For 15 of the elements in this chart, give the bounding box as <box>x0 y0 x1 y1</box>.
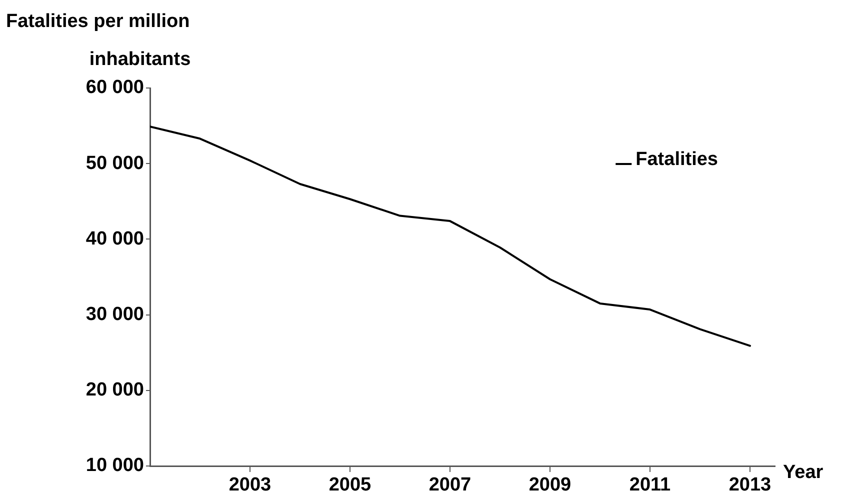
x-tick-label: 2009 <box>528 474 572 496</box>
y-tick-label: 40 000 <box>86 228 144 250</box>
x-axis-title: Year <box>783 462 824 484</box>
y-tick-label: 10 000 <box>86 455 144 476</box>
x-tick-label: 2011 <box>629 474 672 496</box>
legend-label: Fatalities <box>636 149 718 170</box>
x-tick-label: 2005 <box>328 474 372 496</box>
x-tick-label: 2007 <box>428 474 472 496</box>
y-tick-label: 30 000 <box>86 304 144 326</box>
x-tick-label: 2013 <box>728 474 772 496</box>
y-tick-label: 60 000 <box>86 77 144 98</box>
y-tick-label: 50 000 <box>86 152 144 174</box>
y-axis-title: Fatalities per million inhabitants <box>6 11 191 70</box>
y-tick-label: 20 000 <box>86 380 144 401</box>
x-tick-label: 2003 <box>228 474 272 496</box>
